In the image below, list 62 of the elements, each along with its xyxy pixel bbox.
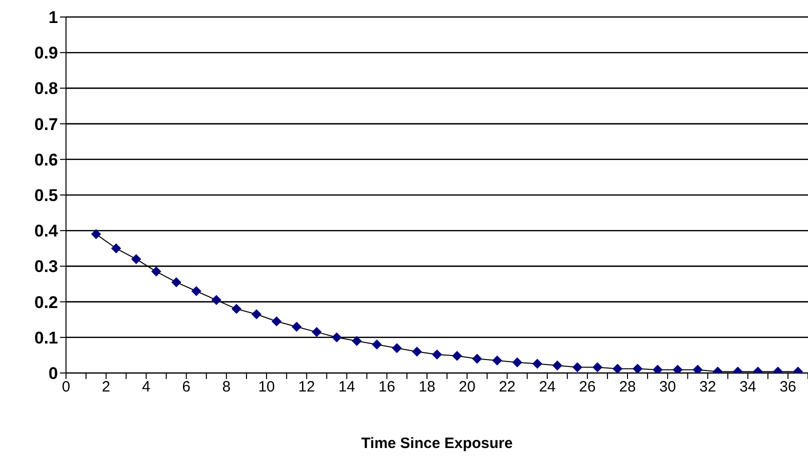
y-tick-label: 0.8 (34, 79, 58, 98)
x-tick-label: 34 (739, 378, 756, 396)
x-tick-label: 8 (222, 378, 231, 396)
y-tick-label: 1 (48, 8, 58, 28)
x-tick-label: 12 (298, 378, 315, 396)
x-axis-title: Time Since Exposure (361, 435, 513, 452)
point (372, 340, 382, 350)
point (191, 286, 202, 296)
x-tick-label: 28 (619, 378, 636, 396)
point (352, 336, 362, 346)
point (452, 350, 462, 361)
point (532, 358, 542, 369)
x-tick-label: 0 (62, 378, 70, 396)
point (151, 266, 162, 277)
point (332, 332, 342, 342)
point (91, 229, 102, 240)
point (432, 349, 442, 360)
point (292, 322, 302, 332)
y-tick-label: 0.4 (34, 222, 59, 241)
point (472, 354, 482, 364)
point (312, 327, 322, 338)
point (672, 364, 683, 373)
point (211, 295, 222, 306)
point (252, 309, 262, 320)
x-tick-label: 10 (258, 378, 275, 396)
x-tick-label: 20 (458, 378, 476, 396)
x-tick-label: 2 (102, 378, 110, 396)
x-tick-label: 30 (659, 378, 676, 396)
point (231, 304, 242, 314)
x-tick-label: 22 (498, 378, 516, 396)
x-tick-label: 18 (418, 378, 436, 396)
point (612, 364, 622, 373)
y-tick-label: 0.7 (34, 114, 58, 134)
x-tick-label: 32 (699, 378, 716, 396)
x-tick-label: 14 (338, 378, 356, 396)
point (392, 343, 402, 354)
y-tick-label: 0.9 (34, 44, 58, 63)
x-tick-label: 16 (378, 378, 396, 396)
point (131, 254, 142, 264)
point (592, 362, 602, 372)
point (512, 357, 522, 368)
y-tick-label: 0.6 (34, 150, 58, 170)
x-tick-label: 24 (538, 378, 556, 396)
point (171, 277, 182, 288)
point (552, 360, 562, 371)
y-tick-label: 0.5 (34, 186, 58, 206)
point (692, 364, 703, 373)
point (632, 364, 643, 373)
y-tick-label: 0.1 (34, 328, 58, 348)
x-tick-label: 6 (182, 378, 190, 396)
y-tick-label: 0 (48, 364, 58, 384)
y-tick-label: 0.3 (34, 257, 58, 276)
x-tick-label: 26 (579, 378, 596, 396)
point (492, 356, 502, 366)
point (111, 243, 122, 254)
point (272, 316, 282, 326)
x-tick-label: 4 (142, 378, 150, 396)
x-tick-label: 36 (780, 378, 796, 396)
point (572, 362, 582, 372)
point (412, 346, 422, 357)
point (652, 364, 663, 373)
y-tick-label: 0.2 (34, 292, 58, 312)
